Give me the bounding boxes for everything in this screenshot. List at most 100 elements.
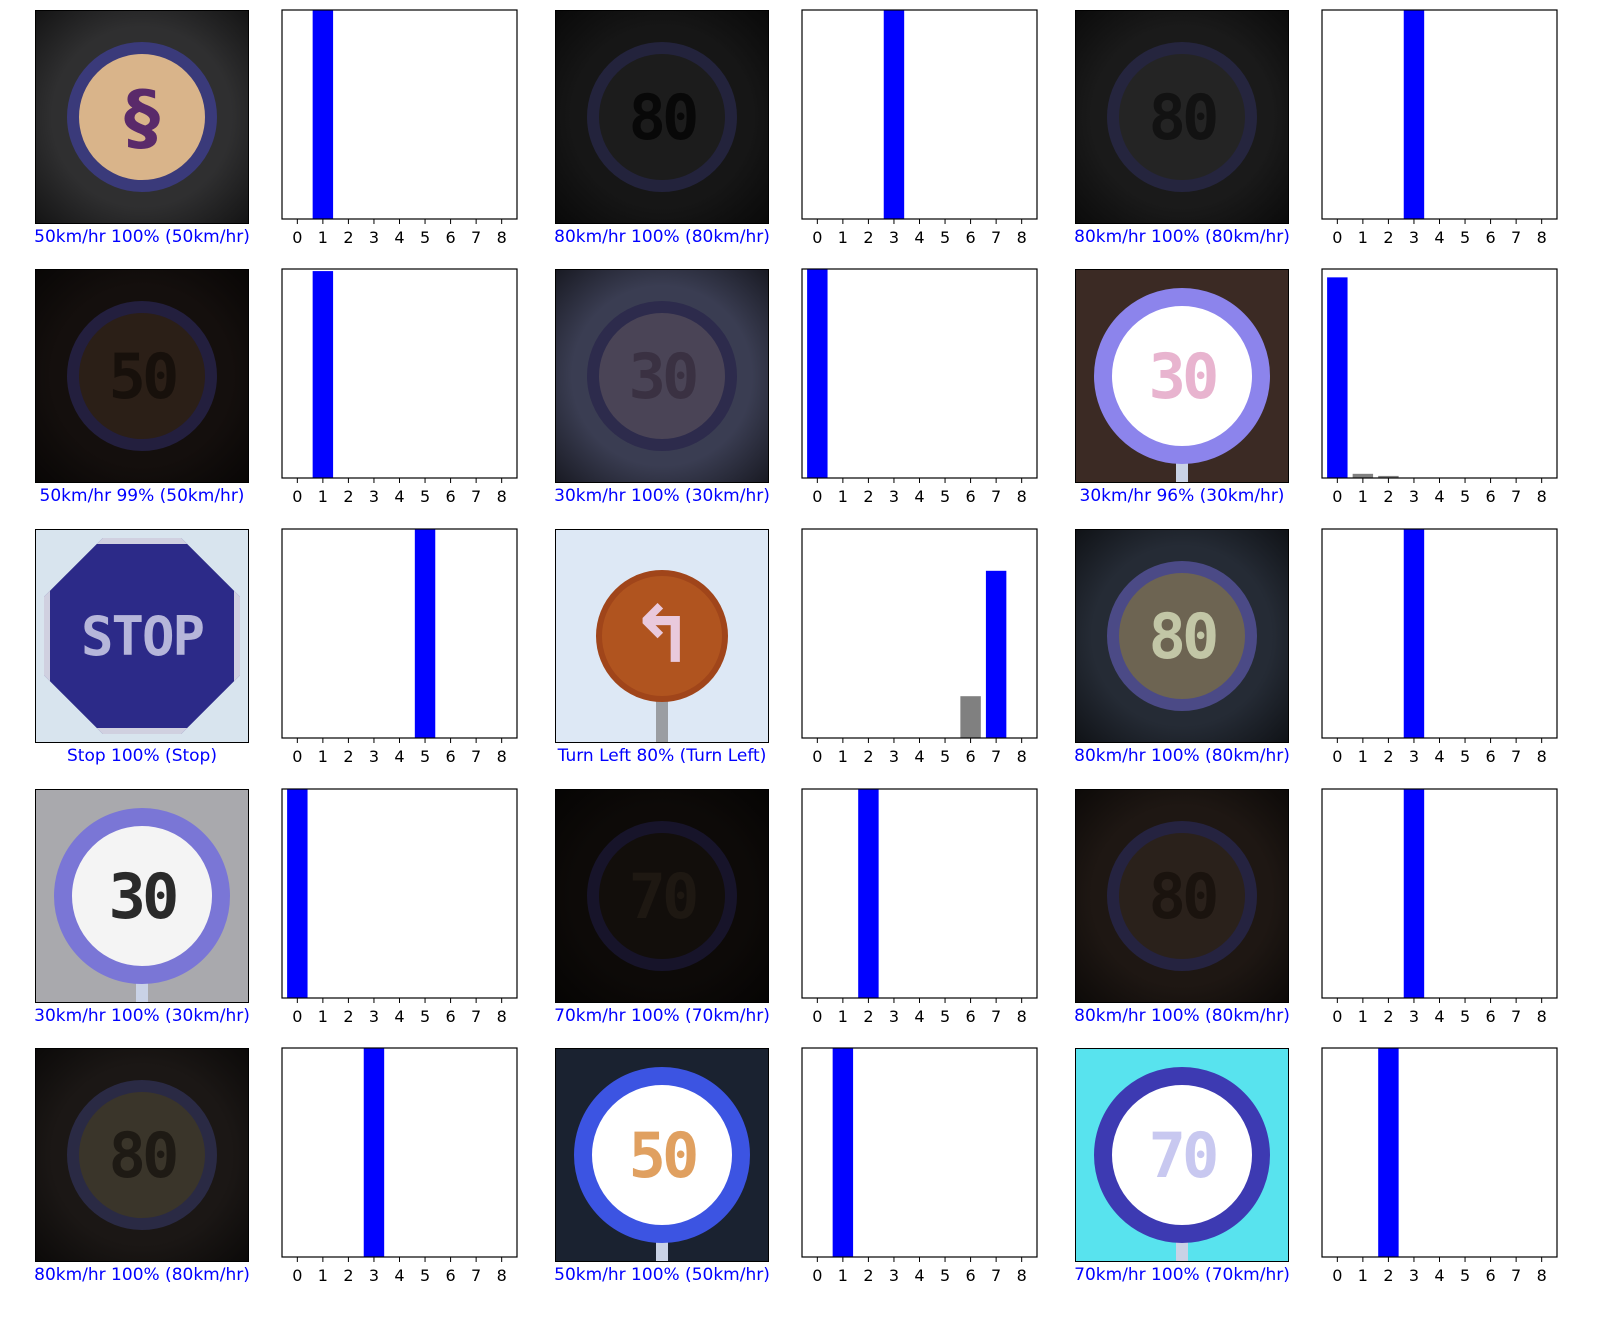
road-sign: 30 — [54, 808, 230, 984]
x-tick-label: 4 — [1434, 747, 1444, 766]
x-tick-label: 8 — [1017, 1266, 1027, 1285]
x-tick-label: 0 — [1332, 1007, 1342, 1026]
x-tick-label: 3 — [1409, 1266, 1419, 1285]
bar-class-2 — [1378, 475, 1399, 478]
x-tick-label: 0 — [292, 487, 302, 506]
prediction-label: 30km/hr 96% (30km/hr) — [1079, 486, 1285, 506]
bar-class-2 — [1378, 1048, 1399, 1257]
x-tick-label: 4 — [914, 487, 924, 506]
x-tick-label: 2 — [1383, 1007, 1393, 1026]
x-tick-label: 4 — [1434, 487, 1444, 506]
bar-class-3 — [363, 1048, 385, 1257]
prediction-label: 80km/hr 100% (80km/hr) — [1074, 746, 1290, 766]
x-tick-label: 7 — [991, 1007, 1001, 1026]
x-tick-label: 6 — [1485, 747, 1495, 766]
x-tick-label: 1 — [318, 487, 328, 506]
axes-frame — [1321, 9, 1558, 220]
x-tick-label: 5 — [420, 747, 430, 766]
prediction-label: 30km/hr 100% (30km/hr) — [554, 486, 770, 506]
x-tick-label: 8 — [1537, 228, 1547, 247]
x-tick-label: 7 — [471, 228, 481, 247]
prediction-label: Turn Left 80% (Turn Left) — [557, 746, 767, 766]
sign-image: ↰ — [555, 529, 769, 743]
x-tick-label: 2 — [343, 487, 353, 506]
x-tick-label: 1 — [318, 1007, 328, 1026]
x-tick-label: 5 — [940, 228, 950, 247]
x-tick-label: 8 — [1017, 747, 1027, 766]
x-tick-label: 2 — [343, 1007, 353, 1026]
x-tick-label: 5 — [1460, 1007, 1470, 1026]
x-tick-label: 8 — [497, 487, 507, 506]
x-tick-label: 6 — [1485, 1007, 1495, 1026]
x-tick-label: 1 — [318, 1266, 328, 1285]
axes-frame — [1321, 788, 1558, 999]
prediction-label: 50km/hr 100% (50km/hr) — [554, 1265, 770, 1285]
x-tick-label: 0 — [292, 228, 302, 247]
sign-text: 80 — [108, 1118, 180, 1192]
x-tick-label: 4 — [1434, 1266, 1444, 1285]
axes-frame — [281, 1047, 518, 1258]
bar-class-1 — [312, 271, 334, 478]
sign-image: 80 — [1075, 789, 1289, 1003]
sign-text: 80 — [628, 80, 700, 154]
bar-class-1 — [1352, 473, 1374, 478]
axes-frame — [801, 9, 1038, 220]
prediction-label: 70km/hr 100% (70km/hr) — [1074, 1265, 1290, 1285]
bar-class-3 — [1403, 789, 1425, 998]
x-tick-label: 2 — [1383, 487, 1393, 506]
prediction-label: 80km/hr 100% (80km/hr) — [1074, 227, 1290, 247]
x-tick-label: 4 — [394, 747, 404, 766]
x-tick-label: 7 — [471, 1007, 481, 1026]
x-tick-label: 8 — [1017, 228, 1027, 247]
x-tick-label: 3 — [369, 747, 379, 766]
x-tick-label: 5 — [940, 1007, 950, 1026]
x-tick-label: 6 — [445, 747, 455, 766]
x-tick-label: 0 — [292, 1266, 302, 1285]
sign-image: STOP — [35, 529, 249, 743]
sign-image: 30 — [1075, 269, 1289, 483]
prediction-label: 80km/hr 100% (80km/hr) — [34, 1265, 250, 1285]
x-tick-label: 8 — [1537, 1266, 1547, 1285]
x-tick-label: 8 — [497, 228, 507, 247]
x-tick-label: 6 — [445, 1007, 455, 1026]
x-tick-label: 0 — [292, 747, 302, 766]
x-tick-label: 4 — [914, 228, 924, 247]
sign-text: 30 — [108, 859, 180, 933]
x-tick-label: 8 — [1017, 1007, 1027, 1026]
x-tick-label: 0 — [1332, 1266, 1342, 1285]
sign-text: 50 — [628, 1118, 700, 1192]
x-tick-label: 0 — [812, 747, 822, 766]
road-sign: 80 — [1107, 42, 1257, 192]
x-tick-label: 6 — [965, 1007, 975, 1026]
x-tick-label: 1 — [838, 228, 848, 247]
swirl-icon: § — [124, 75, 160, 159]
prediction-label: 50km/hr 99% (50km/hr) — [39, 486, 245, 506]
x-tick-label: 3 — [369, 228, 379, 247]
prediction-label: 80km/hr 100% (80km/hr) — [554, 227, 770, 247]
x-tick-label: 5 — [420, 487, 430, 506]
sign-image: 70 — [1075, 1048, 1289, 1262]
x-tick-label: 4 — [914, 1007, 924, 1026]
bar-class-1 — [832, 1048, 854, 1257]
x-tick-label: 0 — [812, 1266, 822, 1285]
x-tick-label: 3 — [889, 487, 899, 506]
bar-class-5 — [414, 529, 436, 738]
x-tick-label: 1 — [1358, 1266, 1368, 1285]
x-tick-label: 5 — [1460, 487, 1470, 506]
x-tick-label: 1 — [318, 228, 328, 247]
road-sign: 50 — [67, 301, 217, 451]
x-tick-label: 4 — [1434, 1007, 1444, 1026]
bar-class-0 — [287, 789, 308, 998]
sign-image: 80 — [35, 1048, 249, 1262]
x-tick-label: 6 — [445, 487, 455, 506]
x-tick-label: 7 — [471, 747, 481, 766]
road-sign: 50 — [574, 1067, 750, 1243]
x-tick-label: 4 — [394, 1266, 404, 1285]
